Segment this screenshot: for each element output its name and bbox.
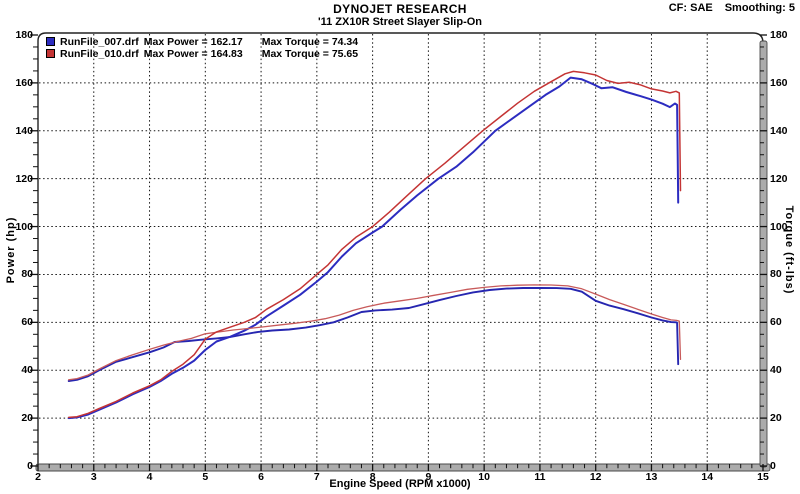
y-right-tick-60: 60 — [770, 316, 782, 329]
y-left-tick-160: 160 — [15, 76, 33, 89]
x-tick-2: 2 — [35, 471, 41, 483]
y-left-tick-60: 60 — [21, 316, 33, 329]
correction-info: CF: SAE Smoothing: 5 — [669, 2, 795, 14]
y-right-tick-80: 80 — [770, 268, 782, 281]
x-tick-8: 8 — [369, 471, 376, 483]
y-right-tick-40: 40 — [770, 364, 782, 377]
chart-title: DYNOJET RESEARCH — [333, 2, 467, 16]
legend-run010-max-torque: Max Torque = 75.65 — [261, 47, 359, 60]
torque-curve-run007 — [67, 287, 680, 382]
x-tick-12: 12 — [589, 471, 602, 483]
x-tick-15: 15 — [757, 471, 769, 483]
x-tick-14: 14 — [701, 471, 714, 483]
correction-factor-label: CF: SAE — [668, 2, 713, 14]
y-left-tick-20: 20 — [21, 412, 33, 425]
x-tick-4: 4 — [146, 471, 153, 483]
y-left-tick-100: 100 — [15, 220, 33, 233]
legend-run007-max-torque: Max Torque = 74.34 — [261, 35, 359, 48]
y-right-tick-120: 120 — [770, 172, 788, 185]
legend-swatch-red — [46, 49, 55, 58]
x-tick-9: 9 — [425, 471, 432, 483]
x-tick-7: 7 — [313, 471, 320, 483]
y-right-tick-100: 100 — [770, 220, 788, 233]
y-left-tick-180: 180 — [15, 29, 33, 41]
legend: RunFile_007.drf Max Power = 162.17 Max T… — [46, 36, 358, 60]
legend-run007-file: RunFile_007.drf — [60, 35, 139, 48]
y-axis-label-torque: Torque (ft-lbs) — [783, 205, 795, 295]
x-tick-6: 6 — [258, 471, 264, 483]
y-left-tick-40: 40 — [21, 364, 33, 377]
x-tick-11: 11 — [534, 471, 546, 483]
smoothing-label: Smoothing: 5 — [724, 2, 795, 14]
legend-row-run007: RunFile_007.drf Max Power = 162.17 Max T… — [46, 35, 359, 48]
y-left-tick-0: 0 — [27, 460, 33, 472]
x-axis-label: Engine Speed (RPM x1000) — [329, 478, 471, 490]
y-left-tick-120: 120 — [15, 172, 33, 185]
chart-subtitle: '11 ZX10R Street Slayer Slip-On — [317, 16, 483, 28]
x-tick-13: 13 — [645, 471, 658, 483]
y-right-tick-140: 140 — [770, 124, 788, 137]
x-tick-10: 10 — [478, 471, 490, 483]
legend-swatch-blue — [46, 37, 55, 46]
legend-run007-max-power: Max Power = 162.17 — [143, 35, 243, 48]
y-right-tick-0: 0 — [770, 460, 776, 472]
y-right-tick-20: 20 — [770, 412, 782, 425]
x-tick-5: 5 — [202, 471, 209, 483]
y-left-tick-140: 140 — [15, 124, 33, 137]
legend-run010-file: RunFile_010.drf — [60, 47, 139, 60]
x-tick-3: 3 — [90, 471, 97, 483]
y-left-tick-80: 80 — [21, 268, 33, 281]
y-right-tick-160: 160 — [770, 76, 788, 89]
legend-row-run010: RunFile_010.drf Max Power = 164.83 Max T… — [46, 47, 359, 60]
y-right-tick-180: 180 — [770, 29, 788, 41]
torque-curve-run010 — [68, 284, 682, 381]
power-curve-run010 — [67, 70, 682, 419]
power-curve-run007 — [67, 76, 680, 420]
legend-run010-max-power: Max Power = 164.83 — [143, 47, 243, 60]
